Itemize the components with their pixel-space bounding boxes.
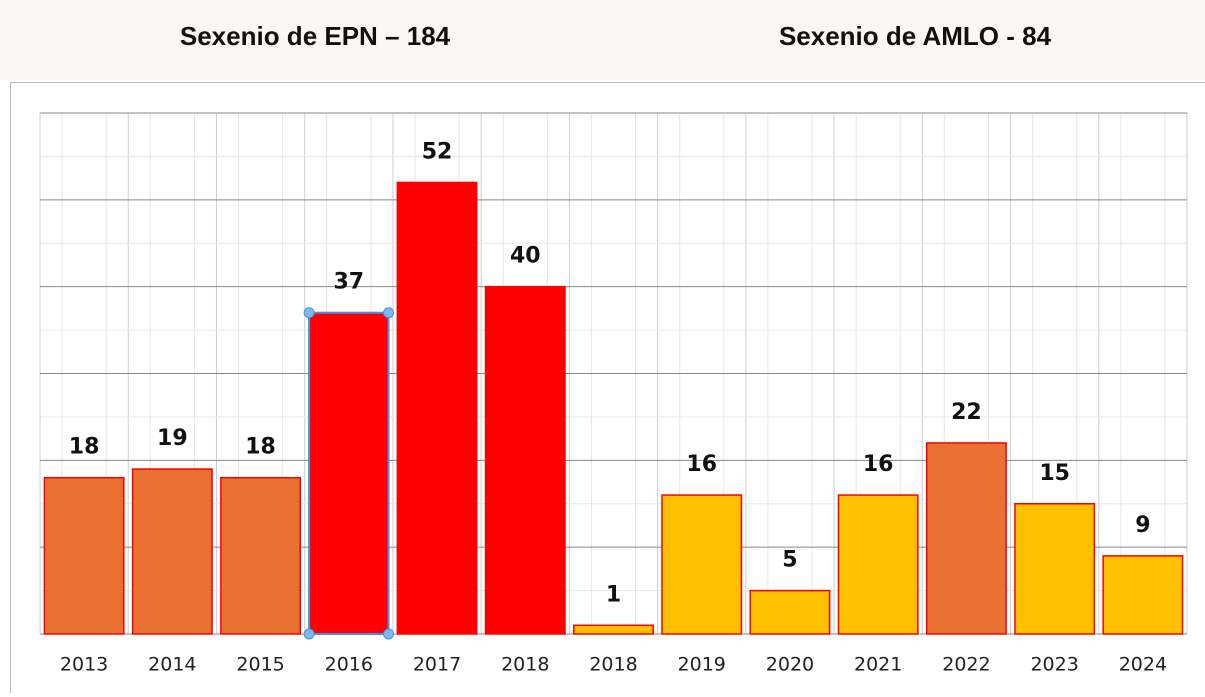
x-tick-label: 2020 — [766, 654, 814, 676]
data-label: 37 — [333, 270, 364, 295]
bar — [397, 182, 476, 634]
bar — [750, 591, 829, 634]
data-label: 40 — [510, 244, 541, 269]
data-label: 19 — [157, 426, 188, 451]
selection-handle — [384, 629, 394, 639]
x-tick-label: 2018 — [501, 654, 549, 676]
x-tick-label: 2015 — [236, 654, 284, 676]
x-tick-label: 2014 — [148, 654, 196, 676]
bar — [838, 495, 917, 634]
bar — [662, 495, 741, 634]
bar — [221, 478, 300, 634]
x-tick-label: 2022 — [942, 654, 990, 676]
data-label: 9 — [1135, 513, 1150, 538]
bar — [44, 478, 123, 634]
data-label: 1 — [606, 582, 621, 607]
bar — [1103, 556, 1182, 634]
data-label: 52 — [422, 139, 453, 164]
x-tick-label: 2019 — [678, 654, 726, 676]
annotation: Sexenio de EPN – 184 — [180, 21, 451, 51]
data-label: 15 — [1039, 461, 1070, 486]
x-tick-label: 2021 — [854, 654, 902, 676]
data-label: 18 — [69, 435, 100, 460]
x-tick-label: 2024 — [1119, 654, 1167, 676]
selection-handle — [304, 629, 314, 639]
x-tick-label: 2013 — [60, 654, 108, 676]
bar — [1015, 504, 1094, 634]
bar — [927, 443, 1006, 634]
x-tick-label: 2023 — [1030, 654, 1078, 676]
data-label: 16 — [863, 452, 894, 477]
data-label: 5 — [782, 548, 797, 573]
data-label: 18 — [245, 435, 276, 460]
bar — [486, 287, 565, 634]
x-tick-label: 2018 — [589, 654, 637, 676]
bar — [133, 469, 212, 634]
data-label: 22 — [951, 400, 982, 425]
selection-handle — [304, 308, 314, 318]
x-tick-label: 2017 — [413, 654, 461, 676]
data-label: 16 — [686, 452, 717, 477]
selection-handle — [384, 308, 394, 318]
x-tick-label: 2016 — [325, 654, 373, 676]
bar — [309, 313, 388, 634]
annotation: Sexenio de AMLO - 84 — [779, 21, 1052, 51]
bar — [574, 625, 653, 634]
